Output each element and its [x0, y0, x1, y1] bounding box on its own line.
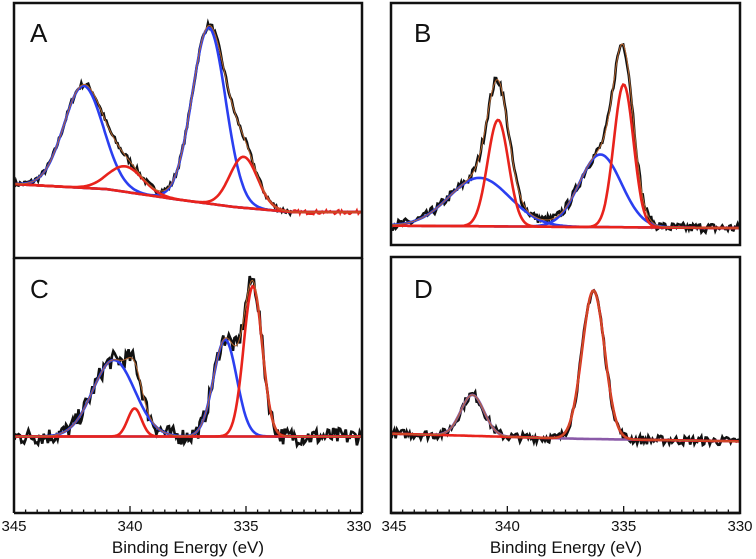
panel-d-frame [389, 255, 742, 515]
x-axis-label-right: Binding Energy (eV) [490, 538, 642, 557]
fit-envelope-line [391, 43, 740, 229]
panel-label-d: D [414, 274, 433, 304]
panel-a-frame [12, 1, 364, 260]
component-red-1-line [14, 407, 362, 438]
x-tick-label: 345 [1, 518, 26, 535]
component-red-2-line [14, 155, 362, 214]
x-axis-label-left: Binding Energy (eV) [112, 538, 264, 557]
component-red-1-line [391, 289, 740, 443]
panel-b-plot [391, 42, 741, 236]
panel-label-c: C [30, 274, 49, 304]
fit-envelope-line [14, 279, 362, 437]
x-tick-label: 335 [611, 518, 636, 535]
fit-envelope-line [14, 24, 362, 213]
measured-spectrum-line [391, 42, 741, 236]
component-blue-1-line [14, 84, 362, 214]
panel-c-frame [12, 258, 364, 513]
x-tick-label: 330 [346, 518, 371, 535]
panel-d-plot [390, 288, 740, 449]
panel-b-frame [389, 1, 742, 247]
component-red-1-line [14, 165, 362, 214]
panel-a-plot [13, 18, 362, 218]
x-tick-label: 335 [233, 518, 258, 535]
component-red-2-line [14, 284, 362, 438]
x-tick-label: 340 [495, 518, 520, 535]
component-blue-2-line [391, 153, 740, 230]
panel-label-b: B [414, 18, 431, 48]
panel-c-plot [13, 275, 363, 449]
component-blue-2-line [14, 338, 362, 438]
measured-spectrum-line [390, 288, 740, 449]
x-tick-label: 340 [117, 518, 142, 535]
panel-label-a: A [30, 18, 48, 48]
right-x-axis: 345 340 335 330 [381, 506, 753, 535]
background-line [14, 182, 362, 214]
fit-envelope-line [391, 290, 740, 442]
measured-spectrum-line [13, 275, 363, 449]
x-tick-label: 330 [727, 518, 752, 535]
x-tick-label: 345 [381, 518, 406, 535]
left-x-axis: 345 340 335 330 [1, 506, 372, 535]
